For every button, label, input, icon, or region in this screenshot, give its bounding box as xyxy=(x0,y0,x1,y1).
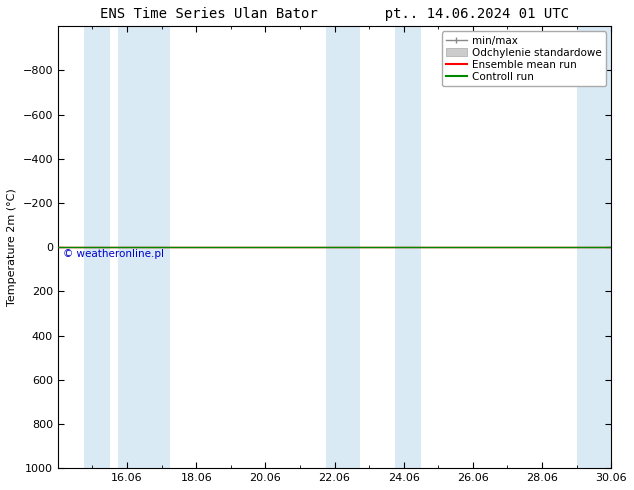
Y-axis label: Temperature 2m (°C): Temperature 2m (°C) xyxy=(7,188,17,306)
Text: © weatheronline.pl: © weatheronline.pl xyxy=(63,248,164,259)
Bar xyxy=(395,26,421,468)
Bar xyxy=(577,26,628,468)
Bar xyxy=(326,26,361,468)
Title: ENS Time Series Ulan Bator        pt.. 14.06.2024 01 UTC: ENS Time Series Ulan Bator pt.. 14.06.20… xyxy=(100,7,569,21)
Legend: min/max, Odchylenie standardowe, Ensemble mean run, Controll run: min/max, Odchylenie standardowe, Ensembl… xyxy=(442,31,606,86)
Bar xyxy=(119,26,171,468)
Bar xyxy=(84,26,110,468)
